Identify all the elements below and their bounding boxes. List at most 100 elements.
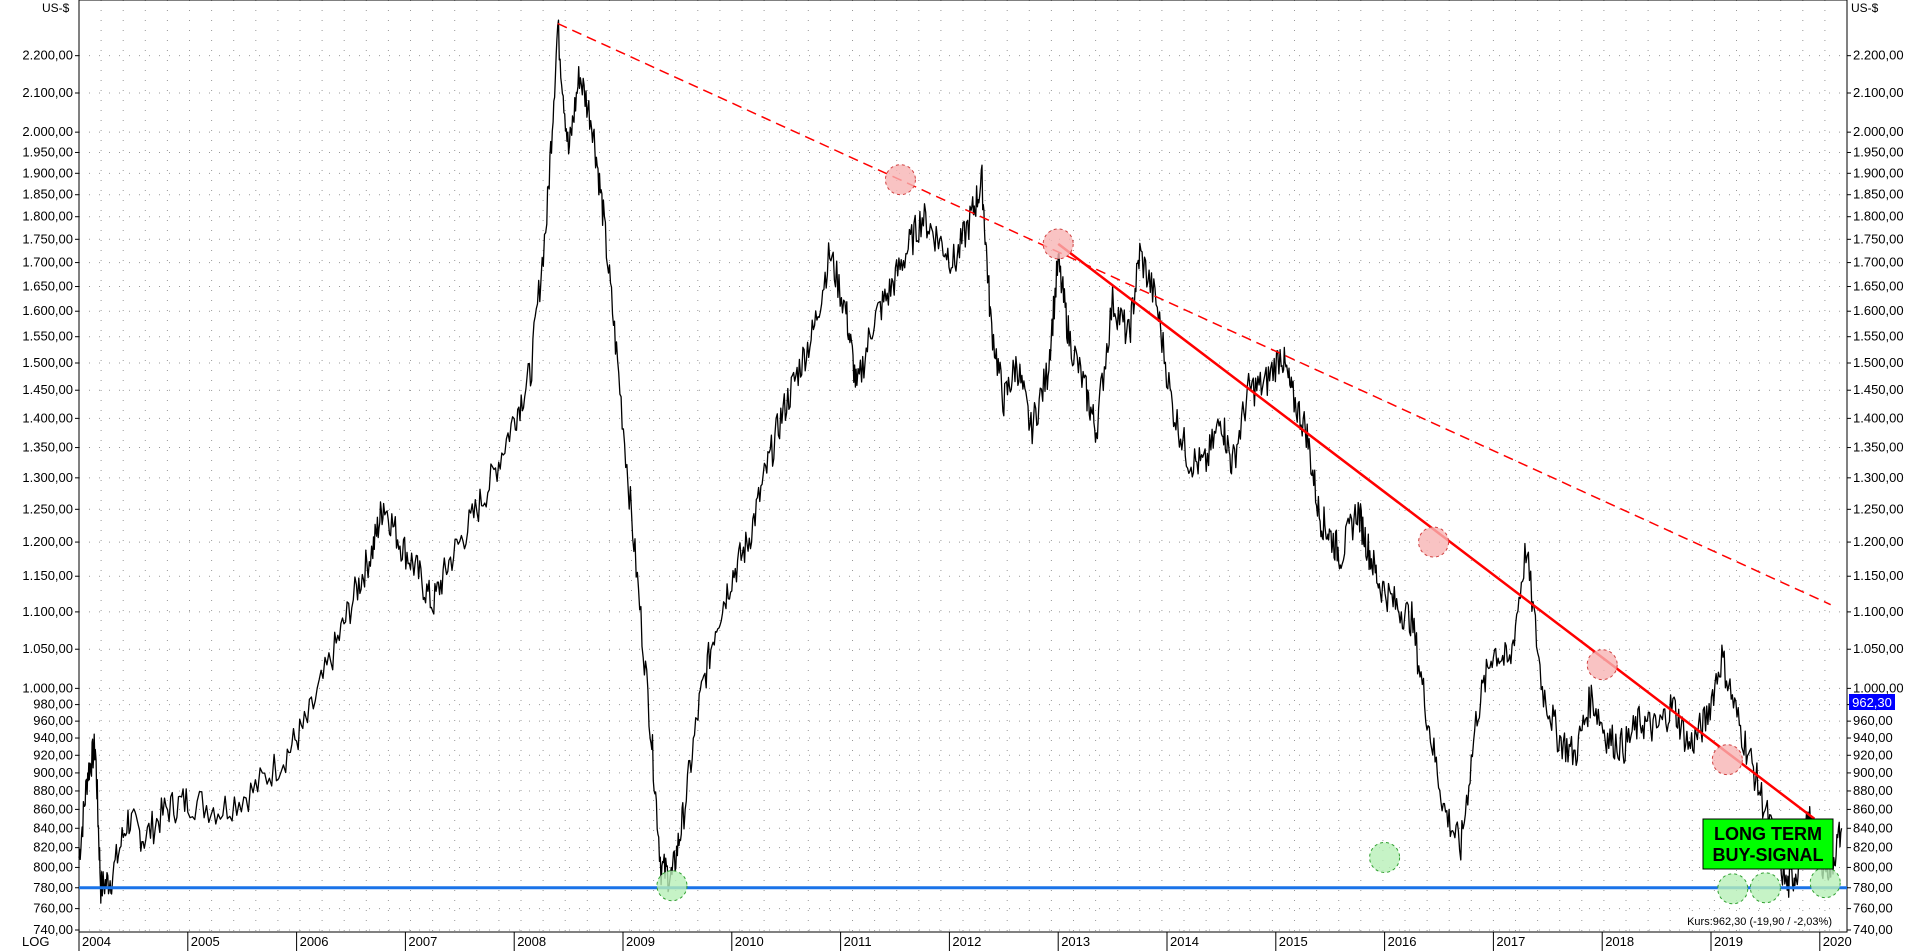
support-marker <box>1809 867 1841 899</box>
y-tick-label-left: 1.200,00 <box>22 534 73 549</box>
x-axis: 2004 2005 2006 2007 2008 2009 2010 2011 2012 2013… <box>78 932 1852 951</box>
y-tick-label-right: 840,00 <box>1853 820 1893 835</box>
last-value-text: 962,30 <box>1852 695 1892 710</box>
y-tick-label-right: 820,00 <box>1853 840 1893 855</box>
y-tick-label-left: 760,00 <box>33 901 73 916</box>
y-tick-label-left: 1.000,00 <box>22 680 73 695</box>
x-tick-label: 2004 <box>82 934 111 949</box>
buy-signal-line1: LONG TERM <box>1714 824 1822 844</box>
support-marker <box>1369 841 1401 873</box>
y-tick-label-right: 1.050,00 <box>1853 641 1904 656</box>
y-tick-label-left: 1.950,00 <box>22 144 73 159</box>
resistance-marker <box>1418 526 1450 558</box>
y-tick-label-left: 1.250,00 <box>22 501 73 516</box>
left-unit-label: US-$ <box>42 1 70 15</box>
y-tick-label-left: 1.900,00 <box>22 165 73 180</box>
y-tick-label-right: 740,00 <box>1853 922 1893 937</box>
x-tick-label: 2009 <box>626 934 655 949</box>
x-tick-label: 2008 <box>517 934 546 949</box>
y-tick-label-left: 840,00 <box>33 820 73 835</box>
x-tick-label: 2014 <box>1170 934 1199 949</box>
buy-signal-box: LONG TERM BUY-SIGNAL <box>1702 818 1834 870</box>
y-tick-label-right: 880,00 <box>1853 783 1893 798</box>
y-tick-label-left: 1.700,00 <box>22 255 73 270</box>
y-tick-label-left: 740,00 <box>33 922 73 937</box>
x-tick-label: 2005 <box>191 934 220 949</box>
y-tick-label-right: 780,00 <box>1853 880 1893 895</box>
plot-frame <box>78 0 1848 933</box>
y-tick-label-right: 1.600,00 <box>1853 303 1904 318</box>
y-tick-label-left: 1.800,00 <box>22 209 73 224</box>
y-tick-label-left: 1.500,00 <box>22 355 73 370</box>
y-tick-label-left: 2.100,00 <box>22 85 73 100</box>
y-tick-label-right: 1.200,00 <box>1853 534 1904 549</box>
support-marker <box>656 870 688 902</box>
y-tick-label-right: 800,00 <box>1853 859 1893 874</box>
y-tick-label-left: 960,00 <box>33 713 73 728</box>
y-tick-label-right: 1.650,00 <box>1853 279 1904 294</box>
y-tick-label-right: 1.950,00 <box>1853 144 1904 159</box>
y-tick-label-right: 960,00 <box>1853 713 1893 728</box>
x-tick-label: 2016 <box>1388 934 1417 949</box>
y-tick-label-right: 1.250,00 <box>1853 501 1904 516</box>
y-tick-label-right: 1.100,00 <box>1853 604 1904 619</box>
x-tick-label: 2007 <box>408 934 437 949</box>
y-tick-label-left: 1.400,00 <box>22 410 73 425</box>
y-axis: 2.200,00 2.200,00 2.100,00 2.100,00 2.000,00… <box>22 48 1903 937</box>
y-tick-label-right: 2.000,00 <box>1853 124 1904 139</box>
y-tick-label-left: 980,00 <box>33 697 73 712</box>
y-tick-label-left: 940,00 <box>33 730 73 745</box>
y-tick-label-right: 920,00 <box>1853 747 1893 762</box>
x-tick-label: 2020 <box>1823 934 1852 949</box>
x-tick-label: 2018 <box>1605 934 1634 949</box>
x-tick-label: 2019 <box>1714 934 1743 949</box>
x-tick-label: 2010 <box>735 934 764 949</box>
y-tick-label-left: 1.300,00 <box>22 470 73 485</box>
y-tick-label-right: 1.700,00 <box>1853 255 1904 270</box>
y-tick-label-left: 1.050,00 <box>22 641 73 656</box>
scale-label: LOG <box>22 934 49 949</box>
y-tick-label-left: 2.200,00 <box>22 48 73 63</box>
y-tick-label-left: 1.600,00 <box>22 303 73 318</box>
y-tick-label-right: 1.400,00 <box>1853 410 1904 425</box>
overlays <box>79 22 1847 905</box>
y-tick-label-left: 800,00 <box>33 859 73 874</box>
y-tick-label-right: 1.900,00 <box>1853 165 1904 180</box>
price-line <box>78 19 1843 904</box>
y-tick-label-right: 900,00 <box>1853 765 1893 780</box>
y-tick-label-right: 760,00 <box>1853 901 1893 916</box>
price-series <box>78 19 1843 904</box>
x-tick-label: 2017 <box>1496 934 1525 949</box>
y-tick-label-right: 1.150,00 <box>1853 568 1904 583</box>
y-tick-label-left: 1.850,00 <box>22 187 73 202</box>
y-tick-label-left: 1.100,00 <box>22 604 73 619</box>
x-tick-label: 2012 <box>952 934 981 949</box>
y-tick-label-right: 1.850,00 <box>1853 187 1904 202</box>
y-tick-label-left: 2.000,00 <box>22 124 73 139</box>
y-tick-label-left: 1.450,00 <box>22 382 73 397</box>
y-tick-label-left: 900,00 <box>33 765 73 780</box>
y-tick-label-left: 1.350,00 <box>22 440 73 455</box>
y-tick-label-right: 1.550,00 <box>1853 329 1904 344</box>
y-tick-label-left: 880,00 <box>33 783 73 798</box>
y-tick-label-left: 860,00 <box>33 801 73 816</box>
x-tick-label: 2006 <box>300 934 329 949</box>
buy-signal-line2: BUY-SIGNAL <box>1712 845 1823 865</box>
resistance-marker <box>1711 744 1743 776</box>
y-tick-label-right: 1.500,00 <box>1853 355 1904 370</box>
y-tick-label-right: 1.350,00 <box>1853 440 1904 455</box>
y-tick-label-left: 1.750,00 <box>22 231 73 246</box>
y-tick-label-right: 1.450,00 <box>1853 382 1904 397</box>
support-marker <box>1717 873 1749 905</box>
x-tick-label: 2015 <box>1279 934 1308 949</box>
y-tick-label-left: 1.650,00 <box>22 279 73 294</box>
y-tick-label-right: 1.750,00 <box>1853 231 1904 246</box>
dashed-trendline <box>557 22 1831 606</box>
grid <box>79 0 1847 932</box>
resistance-marker <box>1586 649 1618 681</box>
y-tick-label-right: 940,00 <box>1853 730 1893 745</box>
y-tick-label-right: 2.200,00 <box>1853 48 1904 63</box>
y-tick-label-left: 1.150,00 <box>22 568 73 583</box>
y-tick-label-left: 820,00 <box>33 840 73 855</box>
